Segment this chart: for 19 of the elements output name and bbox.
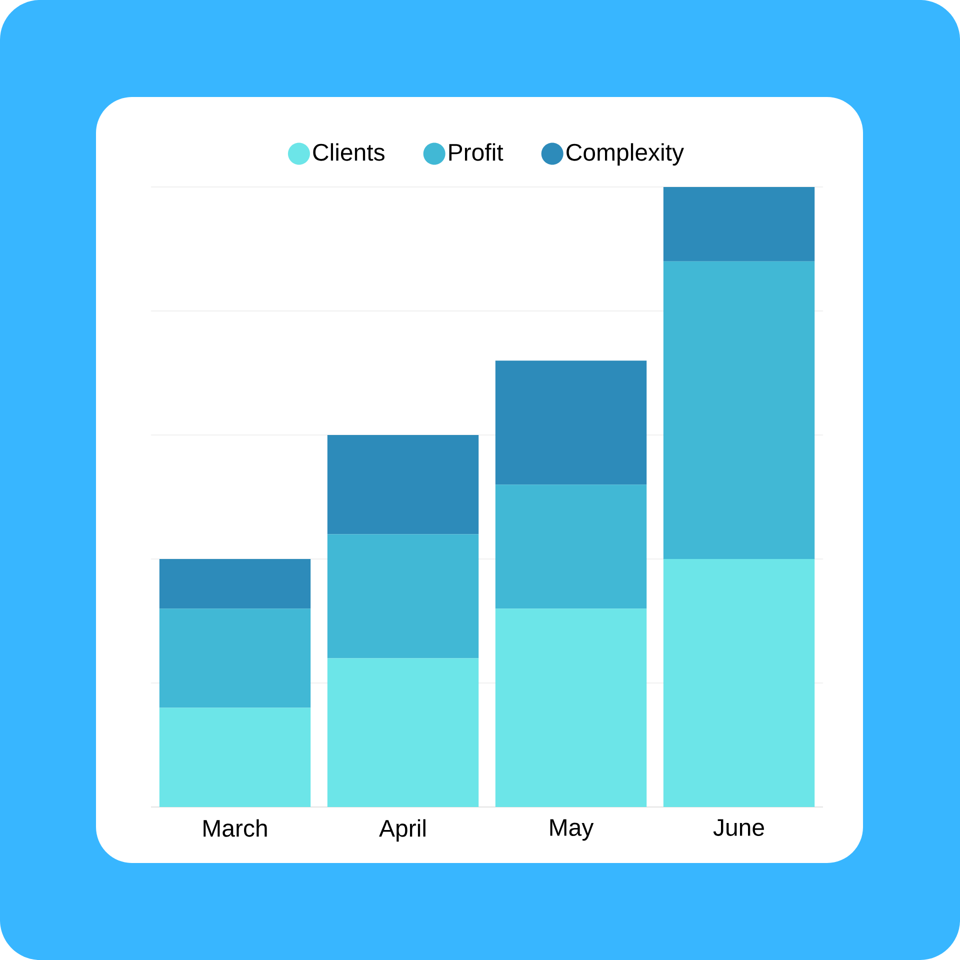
bar [495, 608, 647, 807]
bar [495, 484, 647, 609]
bar [159, 558, 311, 609]
bar [327, 434, 479, 534]
bar [327, 658, 479, 807]
x-tick-label: April [379, 819, 426, 842]
x-tick-label: June [713, 819, 764, 836]
legend-label: Profit [449, 143, 504, 161]
x-tick-label: May [550, 819, 594, 841]
bar [663, 558, 815, 807]
legend-label: Clients [313, 143, 384, 161]
bar [159, 608, 311, 708]
legend-label: Complexity [566, 143, 684, 166]
bar [663, 186, 815, 262]
bar [159, 708, 311, 807]
bar [327, 534, 479, 658]
bar [663, 261, 815, 559]
x-tick-label: March [204, 819, 267, 837]
bar [495, 360, 647, 485]
